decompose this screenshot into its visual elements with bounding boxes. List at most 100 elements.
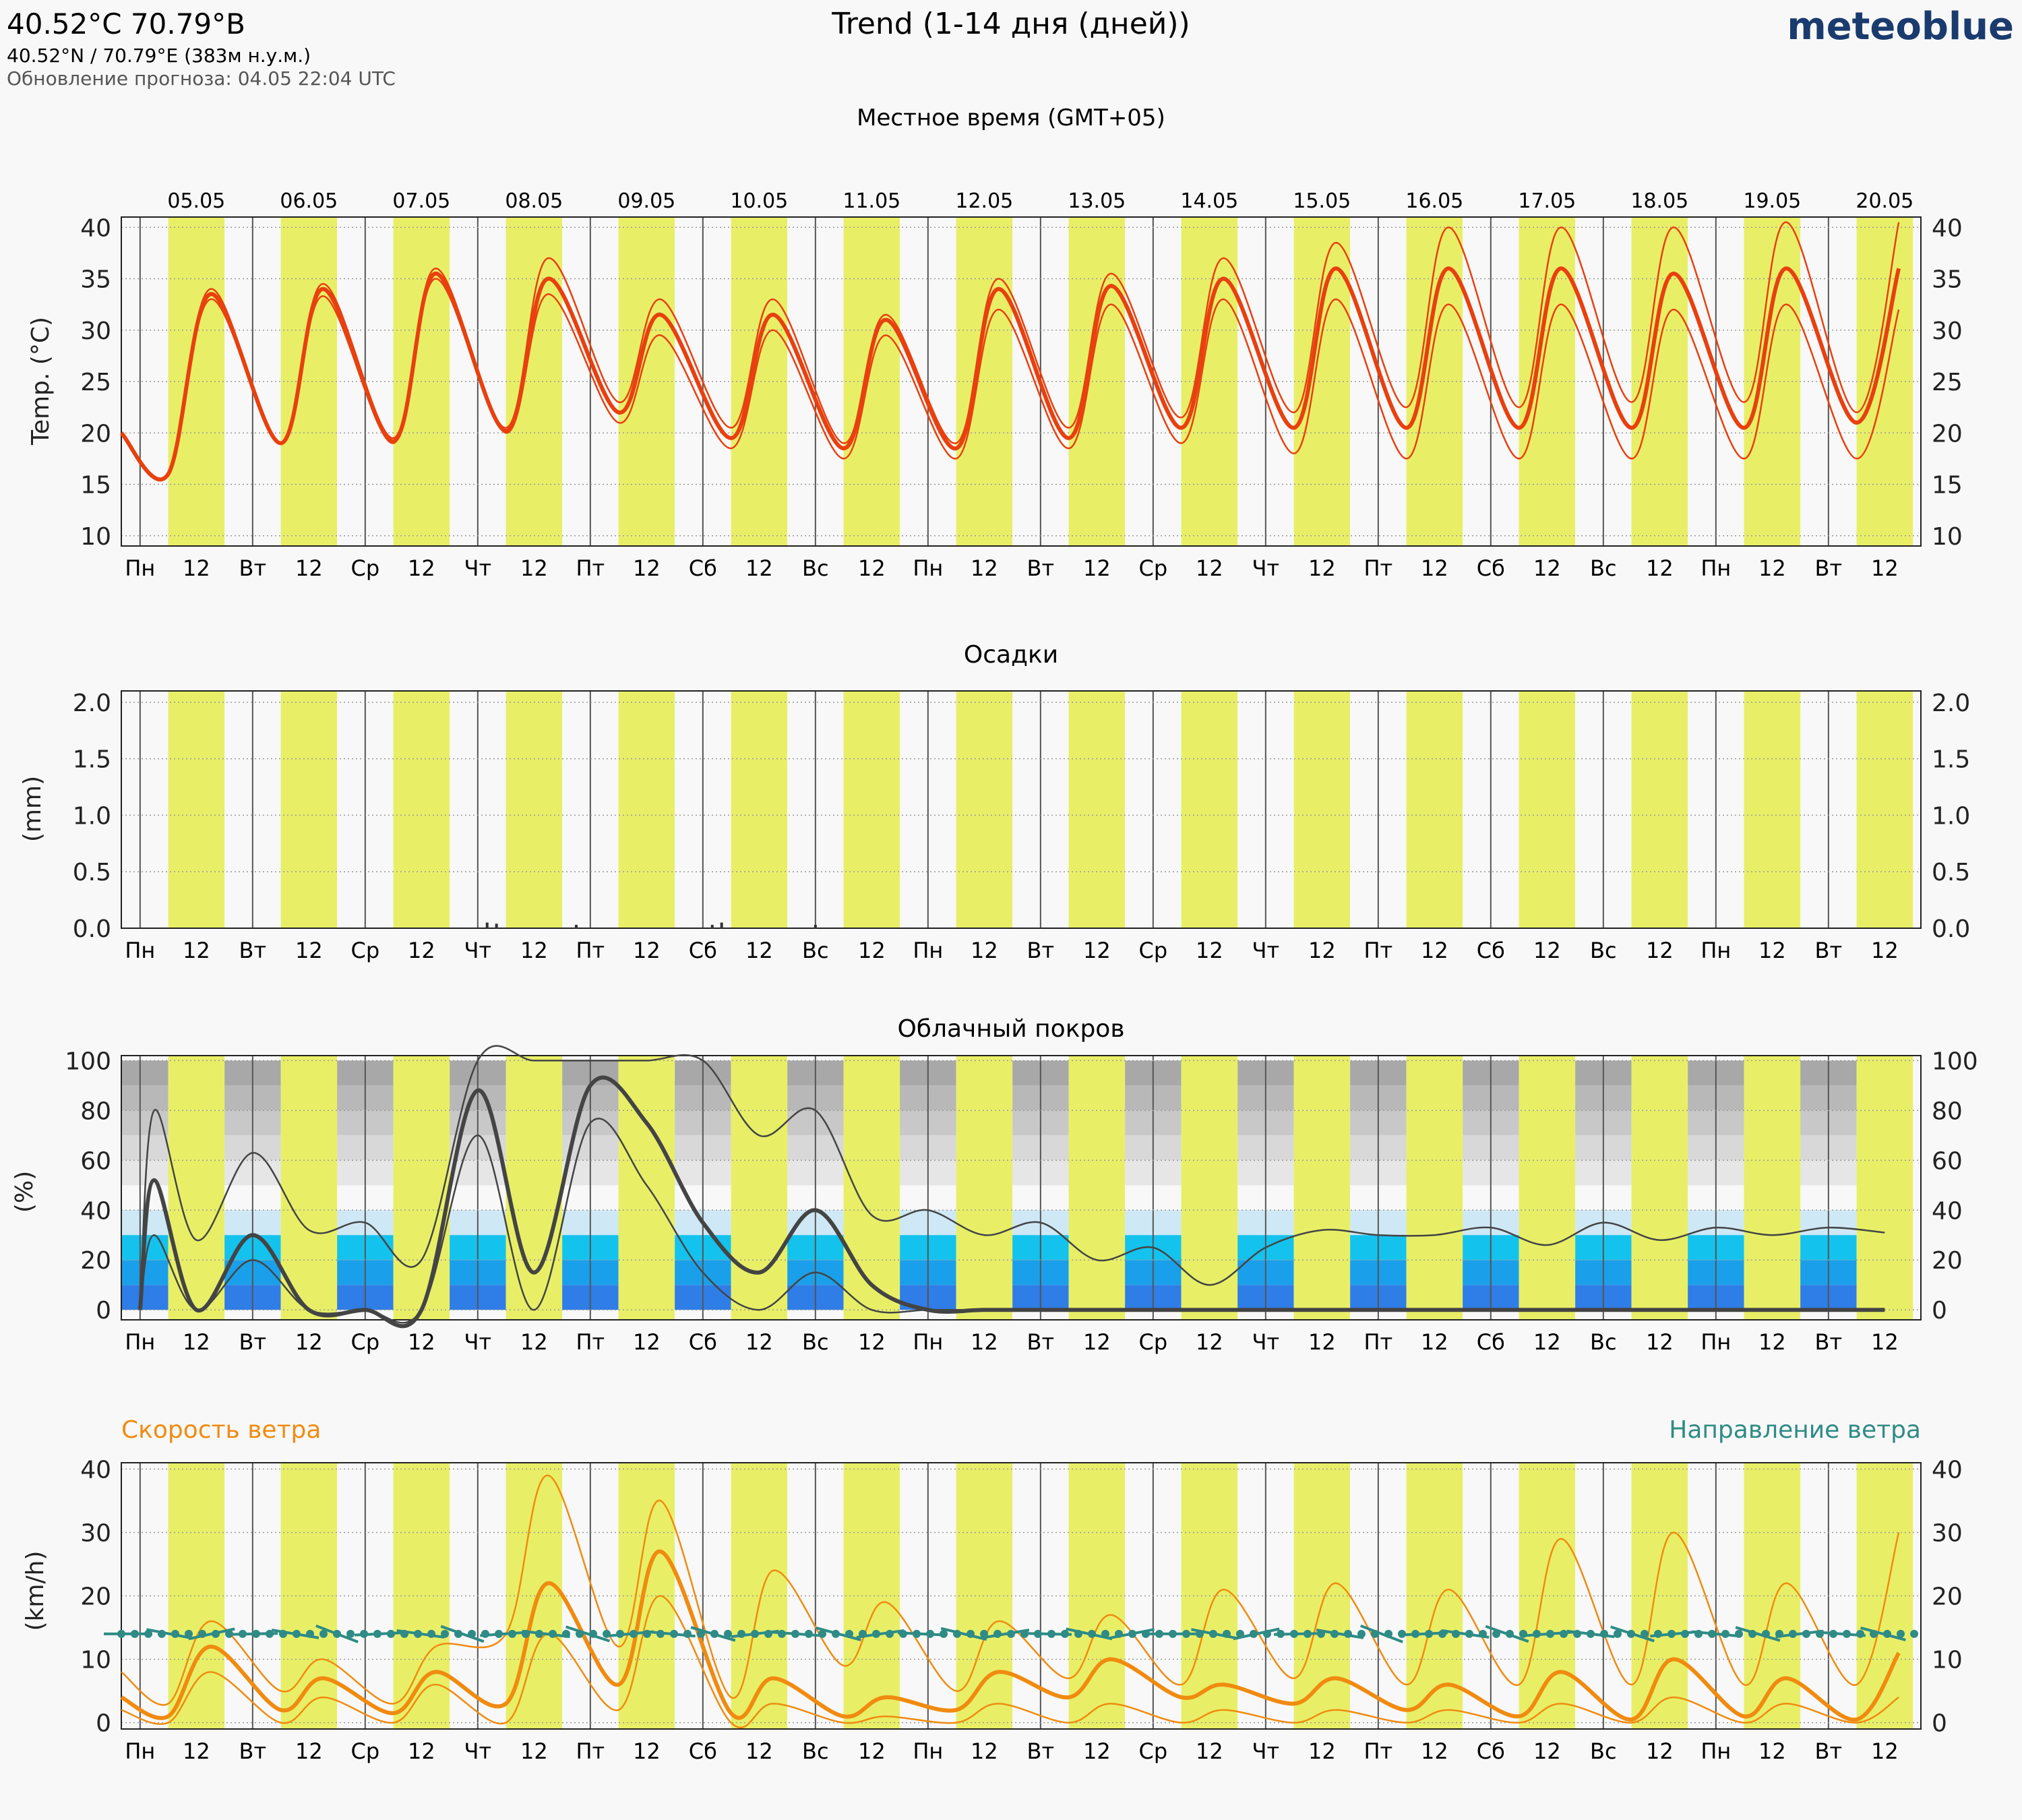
x-tick-noon: 12 [858, 555, 886, 581]
x-tick-day: Вс [1590, 1329, 1617, 1355]
x-tick-day: Чт [464, 555, 492, 581]
x-tick-noon: 12 [1758, 1329, 1786, 1355]
y-tick-right: 30 [1932, 317, 1963, 345]
x-tick-day: Вс [802, 938, 829, 963]
daytime-band [393, 1056, 450, 1320]
y-tick-left: 100 [65, 1048, 111, 1075]
y-tick-left: 10 [80, 523, 111, 551]
wind-barb [396, 1629, 445, 1639]
plot-frame [121, 690, 1922, 929]
x-tick-day: Вт [239, 1329, 267, 1355]
x-tick-noon: 12 [1871, 1738, 1899, 1764]
x-tick-day: Пн [913, 938, 943, 963]
high-cloud-band [121, 1110, 168, 1136]
wind-barb [1650, 1630, 1698, 1638]
x-tick-noon: 12 [633, 1329, 661, 1355]
precipitation-bar [574, 924, 578, 928]
wind-barb [1191, 1628, 1238, 1640]
x-tick-day: Пн [1701, 555, 1731, 581]
wind-barb [1485, 1625, 1529, 1643]
wind-barb [690, 1626, 736, 1642]
coords-subtitle: 40.52°N / 70.79°E (383м н.у.м.) [7, 44, 311, 67]
x-tick-day: Пн [1701, 1329, 1731, 1355]
x-tick-day: Ср [351, 938, 380, 963]
x-tick-noon: 12 [1758, 555, 1786, 581]
x-tick-day: Пн [913, 1738, 943, 1764]
y-tick-left: 0.0 [73, 915, 111, 943]
y-tick-right: 30 [1932, 1519, 1963, 1547]
wind-panel: Скорость ветра Направление ветра (km/h) … [22, 1416, 1963, 1764]
x-tick-noon: 12 [633, 555, 661, 581]
date-label: 19.05 [1743, 189, 1801, 213]
daytime-band [168, 217, 225, 546]
wind-barb [271, 1629, 319, 1639]
y-tick-right: 0.0 [1932, 915, 1970, 943]
date-label: 11.05 [842, 189, 900, 213]
y-tick-left: 40 [80, 1456, 111, 1484]
y-tick-left: 35 [80, 266, 111, 294]
x-tick-day: Вс [802, 555, 829, 581]
x-tick-noon: 12 [295, 1329, 323, 1355]
wind-barb [981, 1629, 1030, 1639]
x-tick-noon: 12 [520, 1329, 548, 1355]
y-tick-right: 1.5 [1932, 746, 1970, 774]
daytime-band [1631, 691, 1688, 928]
wind-speed-series-line [120, 1549, 1901, 1722]
x-tick-noon: 12 [745, 1329, 773, 1355]
y-tick-right: 40 [1932, 1197, 1963, 1225]
cloud-cover-series-line [139, 1045, 1885, 1310]
y-tick-right: 60 [1932, 1147, 1963, 1175]
x-tick-noon: 12 [520, 938, 548, 963]
wind-barb [565, 1625, 610, 1643]
x-tick-noon: 12 [408, 938, 435, 963]
y-tick-left: 0 [96, 1297, 111, 1325]
y-tick-right: 20 [1932, 1247, 1963, 1275]
x-tick-day: Пн [1701, 1738, 1731, 1764]
x-tick-day: Чт [1252, 1738, 1280, 1764]
y-tick-right: 100 [1932, 1048, 1978, 1075]
x-tick-day: Чт [464, 938, 492, 963]
x-tick-noon: 12 [633, 1738, 661, 1764]
x-tick-day: Пт [1364, 1738, 1392, 1764]
x-tick-day: Чт [464, 1738, 492, 1764]
daytime-band [168, 1463, 225, 1729]
wind-barb [188, 1627, 235, 1641]
y-tick-left: 30 [80, 1519, 111, 1547]
x-tick-noon: 12 [1421, 555, 1448, 581]
x-tick-noon: 12 [183, 1738, 210, 1764]
coords-title: 40.52°С 70.79°В [7, 7, 245, 40]
wind-barb [480, 1631, 528, 1637]
x-tick-noon: 12 [971, 1738, 998, 1764]
x-tick-noon: 12 [1083, 555, 1111, 581]
x-tick-noon: 12 [183, 938, 210, 963]
x-tick-noon: 12 [1533, 555, 1561, 581]
wind-direction-dot [1910, 1629, 1918, 1638]
x-tick-day: Пн [125, 1329, 155, 1355]
daytime-band [843, 1056, 900, 1320]
daytime-band [731, 1056, 788, 1320]
wind-barb [856, 1629, 905, 1639]
y-tick-left: 40 [80, 214, 111, 242]
wind-barb [1441, 1629, 1490, 1639]
daytime-band [1744, 1056, 1801, 1320]
daytime-band [506, 691, 563, 928]
daytime-band [731, 217, 788, 546]
x-tick-noon: 12 [858, 1329, 886, 1355]
x-tick-day: Пт [576, 1329, 605, 1355]
y-tick-left: 0 [96, 1710, 111, 1738]
daytime-band [618, 691, 675, 928]
x-tick-noon: 12 [1646, 938, 1674, 963]
x-tick-day: Пт [1364, 938, 1392, 963]
cloud-cover-panel: Облачный покров (%) 0 0 20 20 40 40 60 60 80 80 10… [11, 1015, 1978, 1355]
x-tick-day: Пт [576, 555, 605, 581]
y-tick-right: 20 [1932, 1583, 1963, 1611]
x-tick-noon: 12 [408, 1738, 435, 1764]
meteoblue-logo[interactable]: meteoblue [1787, 5, 2014, 49]
date-label: 09.05 [617, 189, 675, 213]
daytime-band [1519, 691, 1576, 928]
x-tick-day: Вс [1590, 1738, 1617, 1764]
y-tick-left: 25 [80, 369, 111, 396]
daytime-band [1406, 1056, 1463, 1320]
x-tick-noon: 12 [1308, 1738, 1336, 1764]
y-tick-right: 40 [1932, 214, 1963, 242]
